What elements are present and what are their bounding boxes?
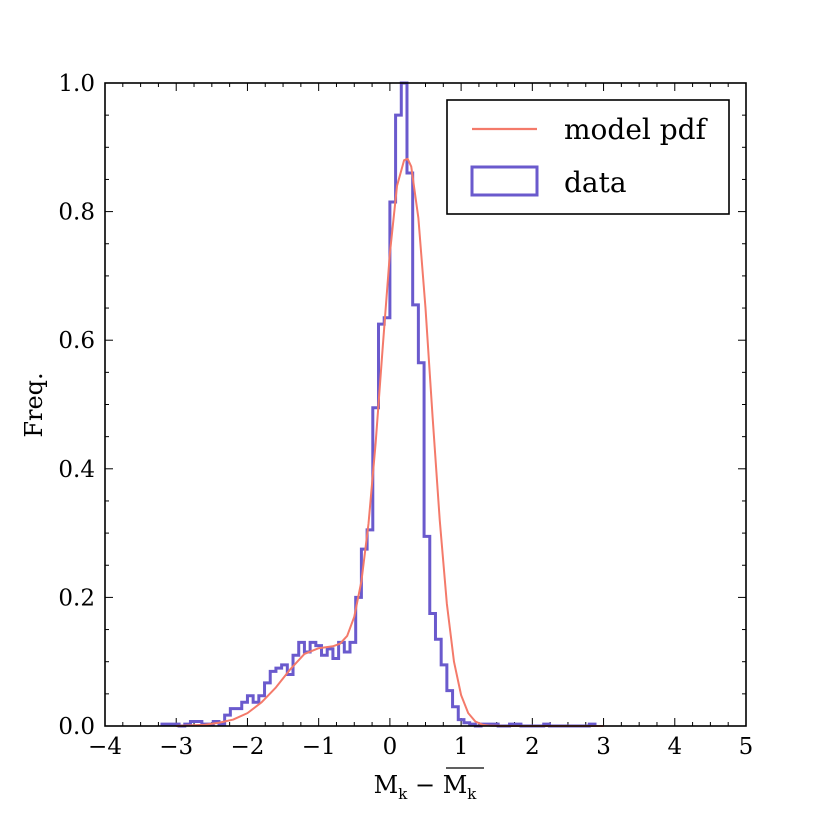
x-tick-label: −1 [302, 734, 336, 760]
model-pdf-line [176, 157, 604, 727]
x-tick-label: 5 [739, 734, 754, 760]
tick-labels: −4 −3 −2 −1 0 1 2 3 4 5 0.0 0.2 0.4 0.6 0.8 1.0 [58, 71, 753, 760]
x-axis-label: Mk − Mk [374, 771, 478, 803]
x-tick-label: −4 [88, 734, 122, 760]
legend-model-pdf-label: model pdf [564, 113, 709, 146]
y-tick-label: 0.6 [58, 328, 95, 354]
y-axis-label: Freq. [20, 372, 48, 437]
legend-data-label: data [564, 166, 627, 199]
y-tick-label: 0.8 [58, 200, 95, 226]
y-tick-label: 1.0 [58, 71, 95, 97]
x-tick-label: 2 [525, 734, 540, 760]
y-tick-label: 0.0 [58, 714, 95, 740]
y-tick-label: 0.4 [58, 457, 95, 483]
x-tick-label: 1 [454, 734, 469, 760]
legend: model pdf data [446, 99, 730, 215]
y-tick-label: 0.2 [58, 585, 95, 611]
x-tick-label: −2 [230, 734, 264, 760]
legend-data-swatch [470, 165, 539, 197]
x-tick-label: −3 [159, 734, 193, 760]
axes-frame [104, 82, 747, 727]
x-tick-label: 4 [667, 734, 682, 760]
x-tick-label: 0 [383, 734, 398, 760]
x-tick-label: 3 [596, 734, 611, 760]
